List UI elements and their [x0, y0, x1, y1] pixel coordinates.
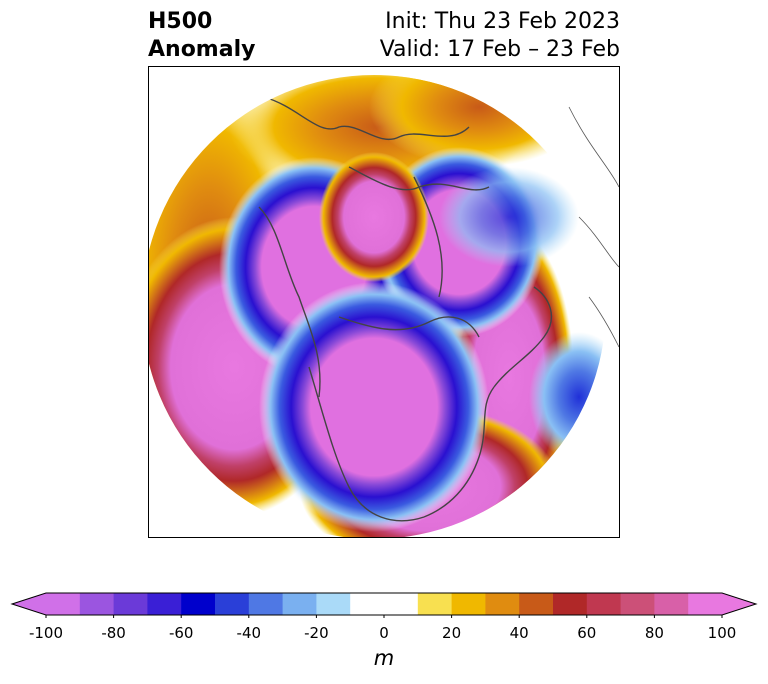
colorbar-segment	[654, 593, 689, 615]
colorbar-segment	[147, 593, 182, 615]
colorbar	[10, 592, 758, 618]
colorbar-tick-label: 80	[644, 624, 664, 642]
colorbar-tick-label: 100	[707, 624, 737, 642]
colorbar-segment	[316, 593, 351, 615]
colorbar-segment	[248, 593, 284, 615]
anomaly-map	[148, 66, 620, 538]
colorbar-tick-label: -80	[101, 624, 126, 642]
colorbar-segment	[586, 593, 622, 615]
colorbar-tick-label: 0	[379, 624, 389, 642]
map-canvas	[149, 75, 619, 537]
colorbar-extend-max	[722, 593, 756, 615]
borders	[568, 106, 619, 348]
colorbar-extend-min	[12, 593, 46, 615]
colorbar-segment	[485, 593, 520, 615]
colorbar-segment	[384, 593, 419, 615]
title-variable: H500	[148, 9, 213, 34]
colorbar-segment	[350, 593, 385, 615]
colorbar-segment	[181, 593, 216, 615]
colorbar-segment	[451, 593, 486, 615]
colorbar-tick-label: -40	[236, 624, 262, 642]
init-time: Init: Thu 23 Feb 2023	[385, 9, 620, 34]
colorbar-segment	[282, 593, 317, 615]
colorbar-segment	[417, 593, 453, 615]
colorbar-tick-label: -100	[28, 624, 64, 642]
title-type: Anomaly	[148, 37, 256, 62]
colorbar-segment	[113, 593, 148, 615]
colorbar-segment	[553, 593, 588, 615]
colorbar-segment	[46, 593, 81, 615]
colorbar-segment	[79, 593, 115, 615]
colorbar-tick-label: 20	[442, 624, 462, 642]
colorbar-segment	[519, 593, 554, 615]
colorbar-unit: m	[373, 646, 395, 670]
colorbar-tick-label: 40	[509, 624, 529, 642]
colorbar-segment	[215, 593, 250, 615]
colorbar-tick-label: -20	[304, 624, 329, 642]
map-title: H500 Anomaly	[148, 8, 255, 64]
colorbar-segment	[688, 593, 723, 615]
colorbar-tick-label: -60	[168, 624, 194, 642]
anomaly-field	[149, 75, 606, 537]
colorbar-segment	[620, 593, 655, 615]
colorbar-tick-label: 60	[577, 624, 597, 642]
valid-range: Valid: 17 Feb – 23 Feb	[379, 37, 620, 62]
coastlines	[258, 96, 553, 522]
run-info: Init: Thu 23 Feb 2023 Valid: 17 Feb – 23…	[380, 8, 620, 64]
